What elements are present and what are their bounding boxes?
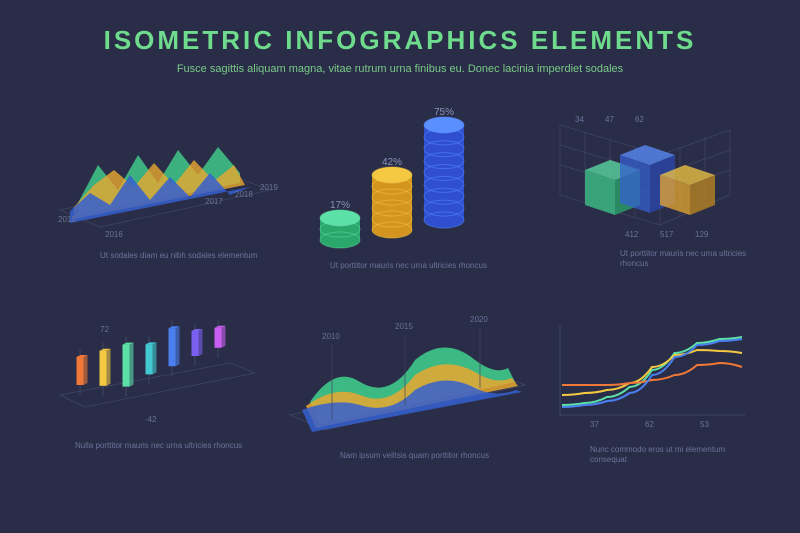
svg-text:42%: 42% [382,157,402,168]
caption: Ut sodales diam eu nibh sodales elementu… [100,251,280,261]
svg-text:17%: 17% [330,200,350,211]
svg-text:75%: 75% [434,107,454,118]
chart-cylinders: 17% 42% 75% Ut porttitor mauris nec urna u… [300,95,500,285]
chart-lines: 37 62 53 Nunc commodo eros ut mi element… [550,315,750,485]
chart-area-iso: 2015 2016 2017 2018 2019 Ut sodales diam… [50,115,280,285]
caption: Ut porttitor mauris nec urna ultricies r… [330,261,500,271]
caption: Nam ipsum velitsis quam porttitor rhoncu… [340,451,530,461]
chart-candles: 72 -42 Nulla porttitor mauris nec urna u… [50,315,260,485]
caption: Nulla porttitor mauris nec urna ultricie… [75,441,260,451]
page-subtitle: Fusce sagittis aliquam magna, vitae rutr… [50,62,750,77]
chart-bar3d: 34 47 62 412 517 129 Ut porttitor mauris… [530,115,750,285]
page-title: Isometric Infographics Elements [50,25,750,56]
caption: Ut porttitor mauris nec urna ultricies r… [620,249,750,270]
caption: Nunc commodo eros ut mi elementum conseq… [590,445,750,466]
chart-wave: 2010 2015 2020 Nam ipsum velitsis quam p… [280,310,530,485]
